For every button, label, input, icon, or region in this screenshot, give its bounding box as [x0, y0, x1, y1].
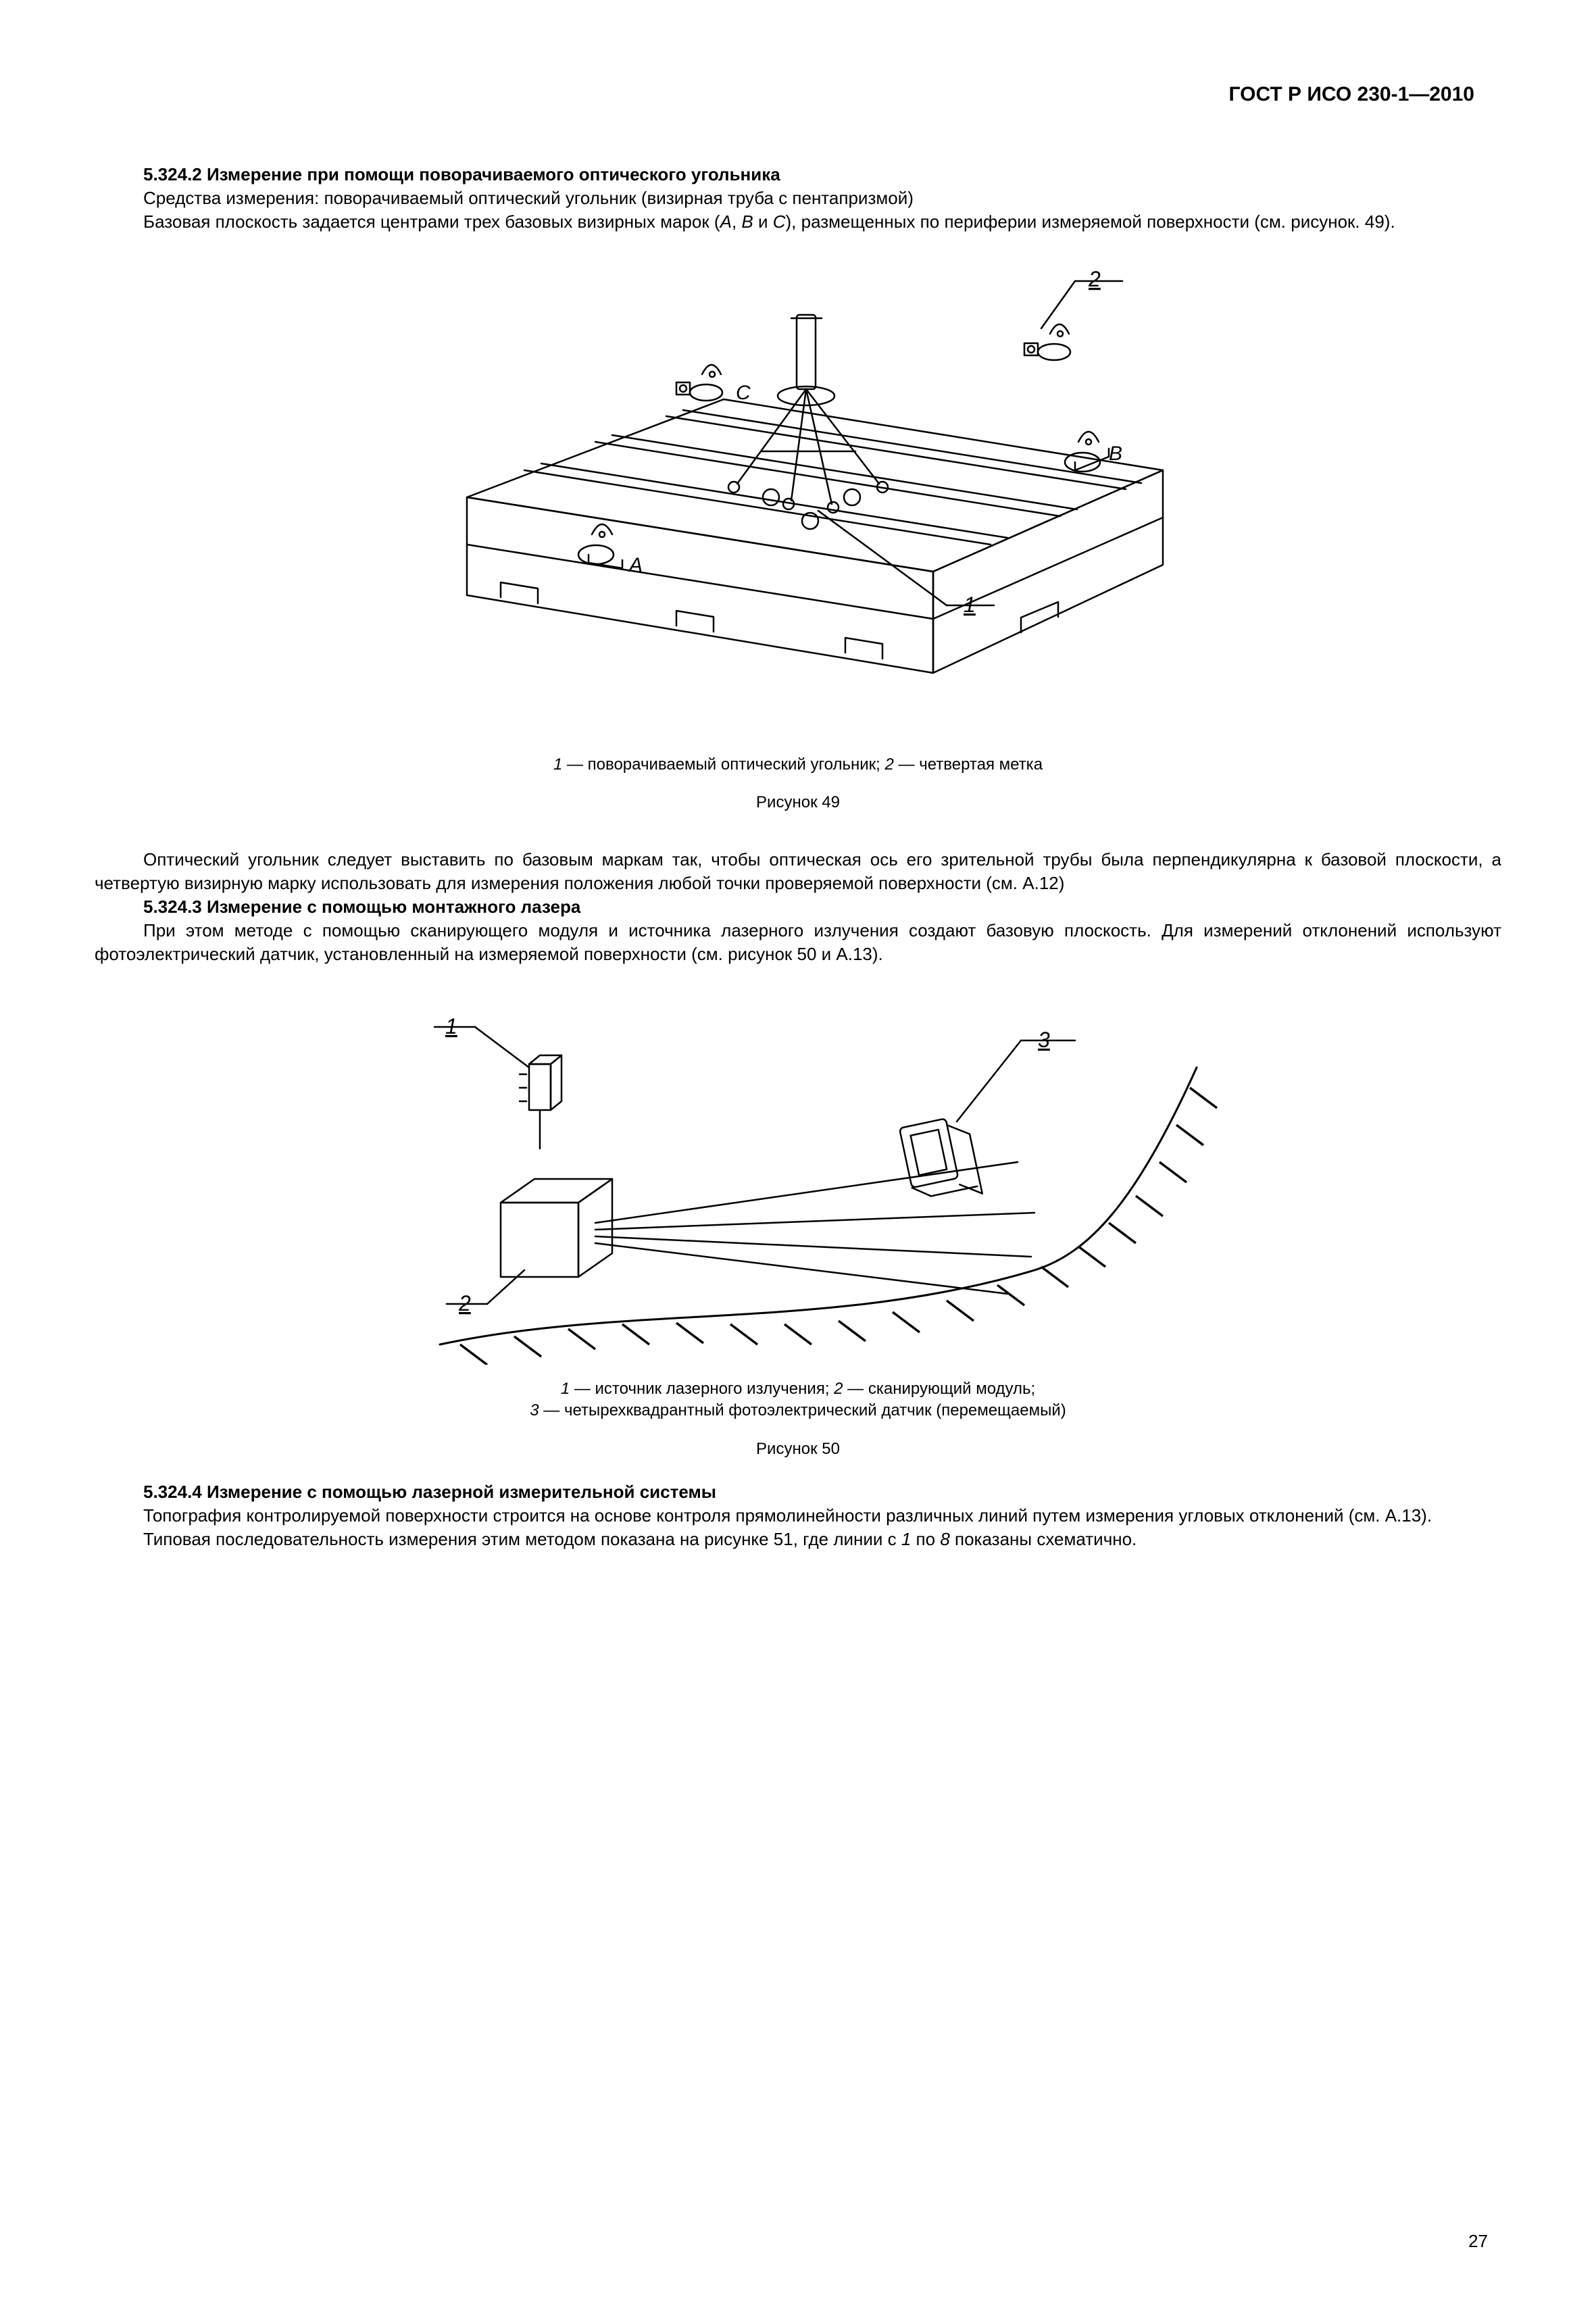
label-B: B: [741, 211, 753, 232]
figure-50: 1 2 3 1 — источник лазерного излучения; …: [95, 986, 1501, 1460]
section-5-324-2-p2: Базовая плоскость задается центрами трех…: [95, 210, 1501, 234]
fig49-label-A: A: [628, 554, 643, 576]
caption-1-num: 1: [553, 755, 562, 774]
section-5-324-3-p1: При этом методе с помощью сканирующего м…: [95, 919, 1501, 966]
page-number: 27: [1468, 2230, 1488, 2253]
label-C: C: [773, 211, 786, 232]
section-5-324-4-title: 5.324.4 Измерение с помощью лазерной изм…: [95, 1480, 1501, 1504]
text: ,: [732, 211, 741, 232]
document-standard-header: ГОСТ Р ИСО 230-1—2010: [95, 81, 1501, 109]
section-5-324-3-title: 5.324.3 Измерение с помощью монтажного л…: [95, 895, 1501, 919]
text: ), размещенных по периферии измеряемой п…: [786, 211, 1395, 232]
fig49-label-C: C: [736, 382, 751, 404]
text: показаны схематично.: [950, 1529, 1137, 1549]
section-5-324-2-title: 5.324.2 Измерение при помощи поворачивае…: [95, 163, 1501, 186]
fig50-callout-2: 2: [458, 1291, 471, 1315]
caption50-3-txt: — четырехквадрантный фотоэлектрический д…: [539, 1401, 1066, 1419]
text: и: [753, 211, 773, 232]
caption50-1-txt: — источник лазерного излучения;: [570, 1380, 834, 1398]
figure-49-label: Рисунок 49: [95, 792, 1501, 813]
caption50-3-num: 3: [530, 1401, 539, 1419]
section-5-324-4-p2: Типовая последовательность измерения эти…: [95, 1528, 1501, 1551]
figure-49-svg: A B C 2 1: [359, 254, 1237, 740]
fig50-callout-1: 1: [445, 1014, 457, 1038]
label-8: 8: [940, 1529, 949, 1549]
text: Типовая последовательность измерения эти…: [143, 1529, 901, 1549]
page: ГОСТ Р ИСО 230-1—2010 5.324.2 Измерение …: [0, 0, 1596, 2314]
text: Базовая плоскость задается центрами трех…: [143, 211, 720, 232]
fig49-label-B: B: [1109, 443, 1122, 465]
figure-50-label: Рисунок 50: [95, 1438, 1501, 1460]
label-A: A: [720, 211, 732, 232]
caption-2-txt: — четвертая метка: [894, 755, 1043, 774]
caption50-2-num: 2: [834, 1380, 843, 1398]
para-after-fig49: Оптический угольник следует выставить по…: [95, 848, 1501, 895]
text: по: [911, 1529, 940, 1549]
section-5-324-4-p1: Топография контролируемой поверхности ст…: [95, 1504, 1501, 1528]
caption50-2-txt: — сканирующий модуль;: [843, 1380, 1036, 1398]
section-5-324-2-p1: Средства измерения: поворачиваемый оптич…: [95, 186, 1501, 210]
caption-1-txt: — поворачиваемый оптический угольник;: [562, 755, 884, 774]
figure-49-caption: 1 — поворачиваемый оптический угольник; …: [95, 754, 1501, 776]
figure-49: A B C 2 1 1 — поворачиваемый оптический …: [95, 254, 1501, 814]
fig50-callout-3: 3: [1038, 1028, 1050, 1052]
caption-2-num: 2: [885, 755, 894, 774]
label-1: 1: [901, 1529, 911, 1549]
figure-50-svg: 1 2 3: [359, 986, 1237, 1365]
figure-50-caption: 1 — источник лазерного излучения; 2 — ск…: [95, 1378, 1501, 1422]
caption50-1-num: 1: [561, 1380, 570, 1398]
fig49-callout-1: 1: [964, 593, 976, 617]
fig49-callout-2: 2: [1088, 267, 1101, 291]
